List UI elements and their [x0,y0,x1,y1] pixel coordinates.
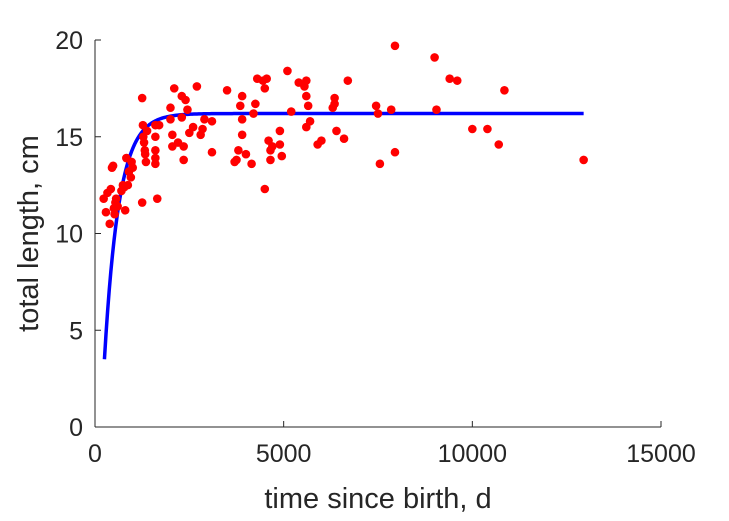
data-point [111,194,121,203]
y-tick-label: 0 [69,414,83,442]
data-point [275,126,285,136]
data-point [154,120,164,130]
x-axis-label: time since birth, d [264,483,491,515]
data-point [179,142,188,151]
data-point [237,130,247,140]
data-point [237,115,247,124]
data-point [432,105,441,114]
data-points-layer [99,41,588,229]
data-point [260,84,270,93]
data-point [268,142,277,151]
data-point [579,155,588,165]
data-point [390,147,400,157]
data-point [142,126,152,136]
data-point [137,93,147,103]
data-point [168,130,177,140]
data-point [452,76,462,85]
axis-labels: time since birth, d total length, cm [13,135,492,515]
data-point [237,91,247,101]
data-point [105,219,115,229]
data-point [286,107,296,116]
data-point [141,157,151,167]
data-point [128,163,138,173]
data-point [430,53,439,62]
data-point [266,155,275,165]
data-point [181,95,190,105]
data-point [198,124,207,134]
data-point [137,198,147,207]
data-point [500,86,509,95]
data-point [468,124,477,134]
data-point [139,138,149,147]
fit-curve-layer [102,111,584,360]
y-tick-label: 20 [55,27,83,55]
y-tick-label: 10 [55,221,83,249]
data-point [375,159,385,169]
data-point [166,103,175,113]
data-point [126,173,136,182]
data-point [445,74,454,83]
data-point [108,161,118,171]
data-point [151,145,160,155]
data-point [235,101,245,111]
data-point [113,202,122,211]
data-point [110,209,119,219]
data-point [262,74,271,83]
data-point [234,145,243,155]
data-point [151,159,160,169]
data-point [140,149,150,159]
data-point [152,194,162,203]
data-point [317,136,326,145]
data-point [330,99,339,109]
data-point [207,147,217,157]
data-point [371,101,381,111]
data-point [283,66,292,76]
data-point [200,115,209,124]
data-point [277,151,287,161]
x-tick-label: 15000 [626,440,696,468]
y-axis-label: total length, cm [13,135,45,332]
data-point [183,105,192,114]
x-tick-label: 0 [88,440,102,468]
data-point [169,84,179,93]
data-point [106,184,116,194]
data-point [251,99,260,109]
data-point [188,122,198,132]
y-tick-label: 5 [69,317,83,345]
data-point [120,205,130,215]
data-point [151,132,160,142]
data-point [123,180,133,190]
data-point [302,76,311,85]
data-point [373,109,383,118]
data-point [177,113,187,122]
data-point [494,140,504,149]
data-point [275,140,285,149]
data-point [260,184,270,194]
data-point [339,134,349,143]
data-point [179,155,188,165]
data-point [332,126,341,136]
data-point [249,109,258,118]
data-point [222,86,232,95]
axes: 0 5000 10000 15000 0 5 10 15 20 [55,27,696,468]
data-point [166,115,175,124]
data-point [232,155,241,165]
data-point [343,76,353,85]
data-point [483,124,492,134]
data-point [390,41,400,51]
data-point [305,116,315,126]
data-point [192,82,202,91]
data-point [303,101,313,111]
data-point [247,159,256,169]
x-tick-label: 10000 [438,440,508,468]
y-tick-label: 15 [55,124,83,152]
fit-line [102,111,584,360]
data-point [302,91,311,101]
data-point [386,105,396,114]
x-tick-label: 5000 [256,440,312,468]
data-point [241,149,251,159]
data-point [101,207,111,217]
data-point [207,116,217,126]
